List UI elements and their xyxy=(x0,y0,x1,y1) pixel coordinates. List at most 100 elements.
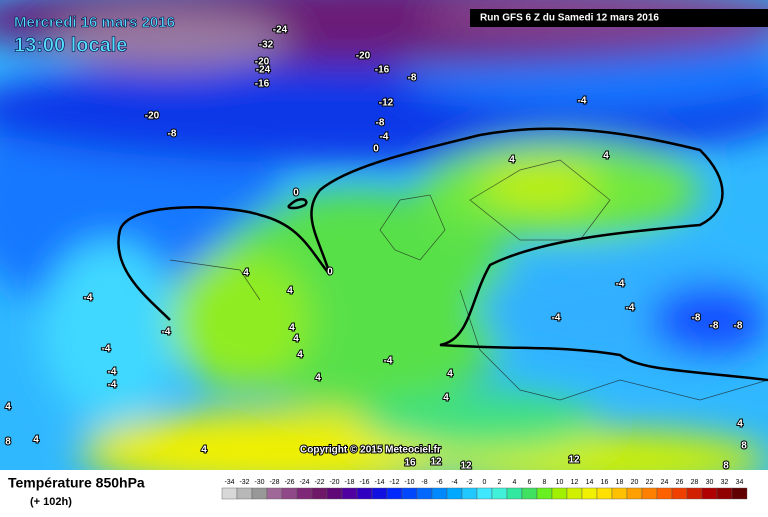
colorbar-cell xyxy=(281,487,298,500)
contour-label: -8 xyxy=(168,129,177,140)
contour-label: 12 xyxy=(460,461,472,472)
contour-label: -24 xyxy=(273,25,288,36)
contour-label: 16 xyxy=(404,458,416,469)
colorbar-cell xyxy=(596,487,613,500)
contour-label: 4 xyxy=(293,334,299,345)
colorbar-cell xyxy=(611,487,628,500)
colorbar-tick-label: -24 xyxy=(299,479,309,486)
contour-label: 4 xyxy=(243,268,249,279)
contour-label: 4 xyxy=(315,373,321,384)
colorbar-cell xyxy=(506,487,523,500)
colorbar-tick-label: 30 xyxy=(706,479,714,486)
colorbar-tick-label: -30 xyxy=(254,479,264,486)
contour-label: -16 xyxy=(375,65,390,76)
contour-label: -8 xyxy=(710,321,719,332)
coastlines xyxy=(169,159,768,401)
contour-label: 4 xyxy=(509,155,515,166)
colorbar-tick-label: -28 xyxy=(269,479,279,486)
contour-label: -4 xyxy=(108,380,117,391)
colorbar-tick-label: -26 xyxy=(284,479,294,486)
colorbar-cell xyxy=(221,487,238,500)
colorbar-cell xyxy=(521,487,538,500)
contour-label: -4 xyxy=(616,279,625,290)
parameter-label: Température 850hPa xyxy=(8,475,145,491)
colorbar-cell xyxy=(476,487,493,500)
contour-label: 4 xyxy=(287,286,293,297)
colorbar-cell xyxy=(551,487,568,500)
colorbar-cell xyxy=(686,487,703,500)
colorbar-tick-label: 2 xyxy=(498,479,502,486)
colorbar-cell xyxy=(626,487,643,500)
contour-label: -24 xyxy=(256,65,271,76)
contour-label: -4 xyxy=(626,303,635,314)
colorbar-tick-label: -6 xyxy=(436,479,442,486)
contour-label: -20 xyxy=(145,111,160,122)
run-banner xyxy=(470,9,768,27)
contour-label: 4 xyxy=(737,419,743,430)
time-label: 13:00 locale xyxy=(14,34,127,56)
colorbar-tick-label: 22 xyxy=(646,479,654,486)
contour-label: 8 xyxy=(5,437,11,448)
colorbar-tick-label: -18 xyxy=(344,479,354,486)
map xyxy=(0,0,768,470)
contour-label: 8 xyxy=(723,461,729,472)
colorbar-cell xyxy=(341,487,358,500)
contour-label: -4 xyxy=(380,132,389,143)
colorbar-tick-label: -14 xyxy=(374,479,384,486)
colorbar-cell xyxy=(371,487,388,500)
colorbar-cell xyxy=(731,487,748,500)
colorbar-cell xyxy=(536,487,553,500)
contour-label: 4 xyxy=(603,151,609,162)
colorbar-tick-label: 18 xyxy=(616,479,624,486)
colorbar-tick-label: 26 xyxy=(676,479,684,486)
contour-label: 4 xyxy=(201,445,207,456)
contour-label: -12 xyxy=(379,98,394,109)
colorbar-tick-label: 32 xyxy=(721,479,729,486)
colorbar-cell xyxy=(251,487,268,500)
colorbar-cell xyxy=(311,487,328,500)
colorbar-tick-label: -2 xyxy=(466,479,472,486)
date-label: Mercredi 16 mars 2016 xyxy=(14,14,175,31)
contour-label: -4 xyxy=(552,313,561,324)
contour-label: -4 xyxy=(162,327,171,338)
colorbar-cell xyxy=(461,487,478,500)
colorbar-tick-label: 10 xyxy=(556,479,564,486)
colorbar-cell xyxy=(581,487,598,500)
colorbar-cell xyxy=(716,487,733,500)
colorbar-cell xyxy=(296,487,313,500)
colorbar-tick-label: -4 xyxy=(451,479,457,486)
colorbar-tick-label: 34 xyxy=(736,479,744,486)
colorbar-cell xyxy=(491,487,508,500)
colorbar-cell xyxy=(641,487,658,500)
colorbar-tick-label: -22 xyxy=(314,479,324,486)
contour-label: 0 xyxy=(293,188,299,199)
contour-label: -4 xyxy=(102,344,111,355)
contour-label: -8 xyxy=(408,73,417,84)
colorbar-cell xyxy=(326,487,343,500)
contour-label: -4 xyxy=(84,293,93,304)
contour-label: -4 xyxy=(578,96,587,107)
contour-label: -32 xyxy=(259,40,274,51)
colorbar-cell xyxy=(446,487,463,500)
contour-label: -8 xyxy=(692,313,701,324)
colorbar-cell xyxy=(701,487,718,500)
colorbar-cell xyxy=(416,487,433,500)
colorbar-cell xyxy=(236,487,253,500)
contour-label: -8 xyxy=(734,321,743,332)
contour-label: 12 xyxy=(568,455,580,466)
colorbar-tick-label: 0 xyxy=(483,479,487,486)
colorbar-cell xyxy=(266,487,283,500)
contour-label: 4 xyxy=(5,402,11,413)
contour-label: 12 xyxy=(430,457,442,468)
contour-label: 4 xyxy=(443,393,449,404)
colorbar-tick-label: 16 xyxy=(601,479,609,486)
contour-label: 0 xyxy=(373,144,379,155)
colorbar-tick-label: -34 xyxy=(224,479,234,486)
contour-label: -20 xyxy=(356,51,371,62)
contour-label: 8 xyxy=(741,441,747,452)
colorbar-tick-label: 8 xyxy=(543,479,547,486)
colorbar-tick-label: 6 xyxy=(528,479,532,486)
colorbar-tick-label: -16 xyxy=(359,479,369,486)
colorbar-tick-label: -32 xyxy=(239,479,249,486)
